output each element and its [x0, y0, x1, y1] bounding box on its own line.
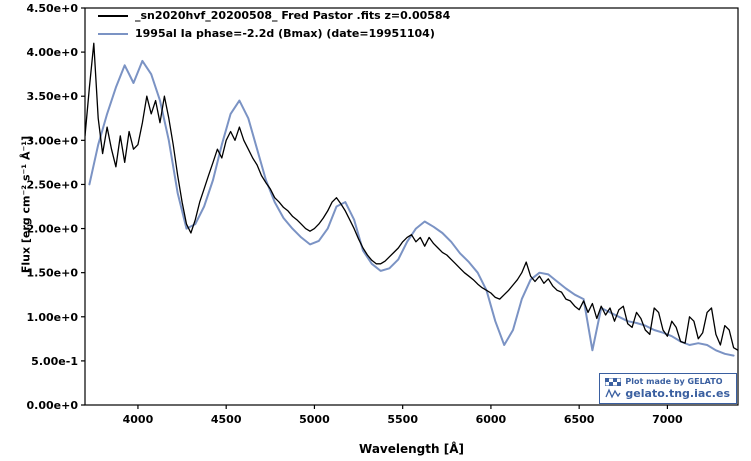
y-tick-label: 3.50e+0 [27, 90, 79, 103]
y-axis-label: Flux [erg cm⁻² s⁻¹ Å⁻¹] [19, 135, 33, 274]
x-tick-label: 4000 [123, 413, 154, 426]
gelato-logo-icon [605, 377, 622, 386]
y-tick-label: 4.00e+0 [27, 46, 79, 59]
legend-line-swatch-black [98, 14, 128, 17]
x-tick-label: 4500 [211, 413, 242, 426]
legend: _sn2020hvf_20200508_ Fred Pastor .fits z… [98, 9, 450, 40]
y-tick-label: 1.50e+0 [27, 267, 79, 280]
series-line-0 [85, 42, 738, 351]
x-axis-label: Wavelength [Å] [359, 442, 464, 456]
legend-line-swatch-blue [98, 32, 128, 35]
x-tick-label: 6000 [476, 413, 507, 426]
y-tick-label: 3.00e+0 [27, 134, 79, 147]
x-tick-label: 5000 [299, 413, 330, 426]
gelato-badge-bottom-row: gelato.tng.iac.es [605, 387, 730, 400]
gelato-badge: Plot made by GELATO gelato.tng.iac.es [599, 373, 737, 404]
x-tick-label: 5500 [387, 413, 418, 426]
x-tick-label: 7000 [652, 413, 683, 426]
gelato-badge-text: Plot made by GELATO [625, 377, 723, 386]
legend-entry-observed: _sn2020hvf_20200508_ Fred Pastor .fits z… [98, 9, 450, 22]
legend-label-template: 1995al Ia phase=-2.2d (Bmax) (date=19951… [135, 27, 435, 40]
y-tick-label: 2.00e+0 [27, 223, 79, 236]
series-line-1 [88, 59, 735, 357]
y-tick-label: 0.00e+0 [27, 399, 79, 412]
x-tick-label: 6500 [564, 413, 595, 426]
axes-frame [84, 7, 739, 406]
gelato-badge-top-row: Plot made by GELATO [605, 377, 730, 386]
legend-entry-template: 1995al Ia phase=-2.2d (Bmax) (date=19951… [98, 27, 450, 40]
y-tick-label: 4.50e+0 [27, 2, 79, 15]
legend-label-observed: _sn2020hvf_20200508_ Fred Pastor .fits z… [135, 9, 451, 22]
y-tick-label: 1.00e+0 [27, 311, 79, 324]
y-tick-label: 5.00e-1 [31, 355, 78, 368]
gelato-squiggle-icon [605, 388, 621, 399]
gelato-link[interactable]: gelato.tng.iac.es [625, 387, 730, 400]
y-tick-label: 2.50e+0 [27, 178, 79, 191]
